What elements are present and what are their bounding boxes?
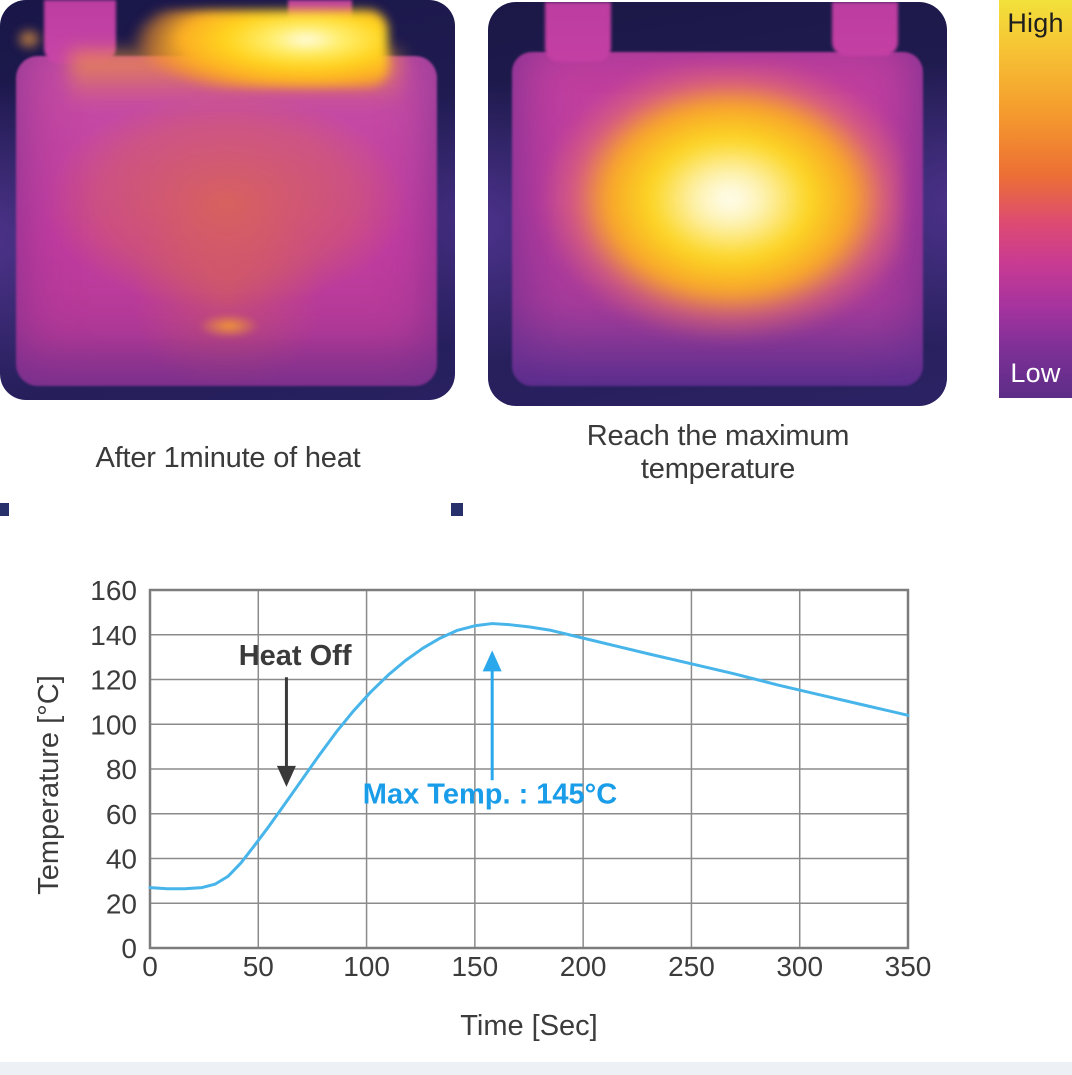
caption-after-1min: After 1minute of heat — [95, 442, 361, 474]
colorbar: High Low — [999, 0, 1072, 398]
thermal-image-after-1min — [0, 0, 455, 400]
annotation-max-temp: Max Temp. : 145°C — [363, 650, 617, 811]
y-tick-label: 20 — [106, 888, 137, 919]
y-tick-label: 0 — [121, 933, 137, 964]
y-axis-title: Temperature [°C] — [33, 675, 65, 895]
annotation-heat-off: Heat Off — [239, 640, 352, 787]
y-tick-label: 60 — [106, 799, 137, 830]
heater-hot-strip — [96, 10, 388, 88]
battery-terminal-right — [832, 2, 898, 56]
warm-spot-bottom — [198, 314, 260, 338]
hot-core-glow — [536, 64, 902, 364]
x-tick-label: 150 — [451, 951, 498, 982]
y-tick-label: 40 — [106, 844, 137, 875]
max-temp-label: Max Temp. : 145°C — [363, 779, 617, 811]
x-tick-label: 350 — [885, 951, 932, 982]
warm-spot-left-edge — [14, 26, 44, 52]
bottom-divider-strip — [0, 1062, 1072, 1075]
cropped-image-edge-mid — [451, 503, 463, 516]
y-tick-label: 160 — [90, 575, 137, 606]
heat-off-label: Heat Off — [239, 640, 352, 672]
y-tick-label: 80 — [106, 754, 137, 785]
plot-border — [148, 588, 910, 950]
x-tick-label: 200 — [560, 951, 607, 982]
temperature-time-chart: 0 20 40 60 80 100 120 140 160 0 50 100 150 200 250 300 3… — [0, 540, 1072, 1062]
temperature-curve — [148, 622, 910, 891]
x-tick-label: 300 — [776, 951, 823, 982]
y-tick-label: 140 — [90, 620, 137, 651]
colorbar-low-label: Low — [1010, 358, 1061, 388]
y-tick-label: 120 — [90, 665, 137, 696]
battery-terminal-left — [545, 2, 611, 62]
chart-svg: 0 20 40 60 80 100 120 140 160 0 50 100 150 200 250 300 3… — [33, 575, 931, 1042]
x-tick-label: 250 — [668, 951, 715, 982]
y-tick-label: 100 — [90, 709, 137, 740]
thermal-image-max-temp — [488, 2, 947, 406]
x-tick-label: 100 — [343, 951, 390, 982]
x-tick-label: 50 — [243, 951, 274, 982]
cropped-image-edge-left — [0, 503, 9, 516]
heat-off-arrow-head — [276, 765, 296, 787]
x-tick-label: 0 — [142, 951, 158, 982]
caption-max-temp: Reach the maximum temperature — [586, 420, 850, 485]
colorbar-high-label: High — [1007, 8, 1064, 38]
x-axis-title: Time [Sec] — [460, 1010, 598, 1042]
tick-labels: 0 20 40 60 80 100 120 140 160 0 50 100 150 200 250 300 3… — [90, 575, 931, 982]
max-temp-arrow-head — [482, 650, 502, 672]
